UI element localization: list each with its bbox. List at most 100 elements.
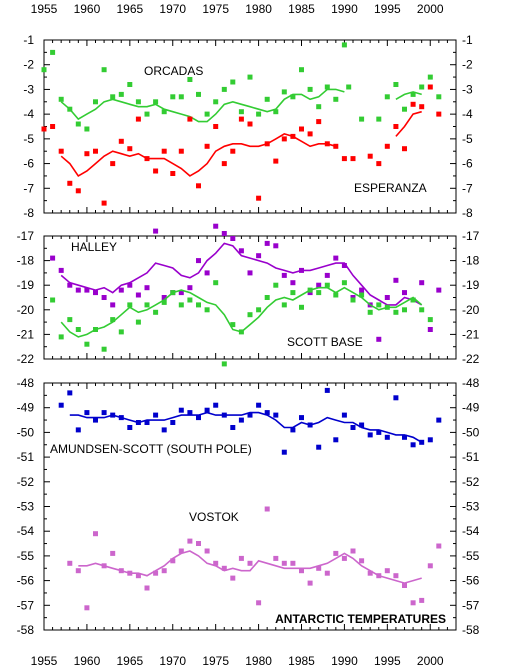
y-tick-label-right: -53 [462,500,480,514]
data-point-orcadas [419,84,425,90]
data-point-scott-base [281,302,287,308]
data-point-halley [384,295,390,300]
data-point-vostok [376,573,382,579]
x-tick-label-top: 1995 [374,2,401,16]
data-point-orcadas [359,116,365,122]
data-point-halley [273,243,279,249]
y-tick-label-left: -5 [23,132,34,146]
y-tick-label-left: -2 [23,58,34,72]
x-tick-label-bottom: 1985 [288,654,315,668]
y-tick-label-left: -1 [23,33,34,47]
data-point-esperanza [273,158,279,164]
data-point-vostok [273,555,279,561]
data-point-scott-base [204,307,210,313]
data-point-esperanza [178,148,184,154]
data-point-scott-base [333,292,339,298]
data-point-scott-base [238,329,244,335]
data-point-amundsen-scott-south-pole [161,427,167,433]
data-point-orcadas [75,121,81,127]
data-point-orcadas [135,99,141,105]
y-tick-label-left: -6 [23,157,34,171]
y-tick-label-right: -1 [462,33,473,47]
chart-axes: 1955 1955 1960 1960 1965 1965 1970 1970 1975 1975… [17,2,480,668]
data-point-vostok [196,541,201,546]
data-point-amundsen-scott-south-pole [299,415,304,421]
data-point-scott-base [402,307,407,313]
data-point-halley [213,223,219,229]
data-point-scott-base [221,361,227,367]
data-point-vostok [290,560,296,566]
data-point-vostok [118,568,124,574]
data-point-amundsen-scott-south-pole [410,442,416,448]
data-point-amundsen-scott-south-pole [376,429,382,435]
data-point-orcadas [247,74,253,80]
data-point-halley [161,295,167,300]
data-point-esperanza [84,151,90,157]
y-tick-label-left: -52 [17,475,35,489]
smooth-line-halley [60,242,423,306]
x-tick-label-top: 1980 [245,2,272,16]
data-point-scott-base [299,304,304,310]
data-point-orcadas [153,99,159,105]
data-point-amundsen-scott-south-pole [264,410,270,416]
y-tick-label-right: -5 [462,132,473,146]
y-tick-label-right: -19 [462,278,480,292]
data-point-esperanza [101,200,107,206]
y-tick-label-right: -51 [462,450,480,464]
panel-frame [43,382,457,631]
data-point-halley [135,292,141,298]
x-tick-label-top: 1990 [331,2,358,16]
data-point-amundsen-scott-south-pole [333,437,339,443]
data-point-orcadas [213,99,219,105]
data-point-orcadas [410,91,416,97]
y-tick-label-right: -2 [462,58,473,72]
data-point-amundsen-scott-south-pole [144,420,150,425]
data-point-vostok [256,600,262,606]
data-point-esperanza [402,146,407,152]
data-point-esperanza [58,148,64,154]
data-point-amundsen-scott-south-pole [247,412,253,418]
data-point-halley [84,287,90,293]
data-point-scott-base [110,317,116,323]
y-tick-label-right: -4 [462,107,473,121]
data-point-halley [127,282,133,288]
data-point-orcadas [273,109,279,115]
data-point-scott-base [264,295,270,300]
y-tick-label-left: -48 [17,376,35,390]
y-tick-label-right: -52 [462,475,480,489]
data-point-vostok [419,597,425,603]
data-point-amundsen-scott-south-pole [187,410,193,416]
y-tick-label-left: -8 [23,206,34,220]
data-point-halley [178,290,184,296]
x-tick-label-top: 1960 [74,2,101,16]
data-point-orcadas [161,109,167,115]
data-point-halley [427,327,433,332]
data-point-esperanza [161,148,167,154]
data-point-halley [93,290,98,296]
y-tick-label-right: -20 [462,303,480,317]
data-point-amundsen-scott-south-pole [324,387,330,393]
y-tick-label-left: -58 [17,623,35,637]
data-point-esperanza [410,101,416,107]
data-point-amundsen-scott-south-pole [290,427,296,433]
data-point-esperanza [256,195,262,201]
data-point-halley [324,272,330,278]
data-point-scott-base [127,302,133,308]
data-point-vostok [427,563,433,569]
data-point-esperanza [187,116,193,122]
data-point-esperanza [230,148,236,154]
data-point-esperanza [281,136,287,142]
data-point-amundsen-scott-south-pole [58,402,64,408]
smooth-line-esperanza-recent [395,110,422,137]
data-point-scott-base [367,309,373,315]
x-tick-label-top: 1970 [159,2,186,16]
y-tick-label-left: -18 [17,254,35,268]
data-point-orcadas [256,111,262,117]
data-point-halley [50,255,56,261]
data-point-vostok [436,543,442,549]
data-point-halley [101,295,107,300]
data-point-halley [376,336,382,342]
data-point-orcadas [118,91,124,97]
y-tick-label-right: -8 [462,206,473,220]
